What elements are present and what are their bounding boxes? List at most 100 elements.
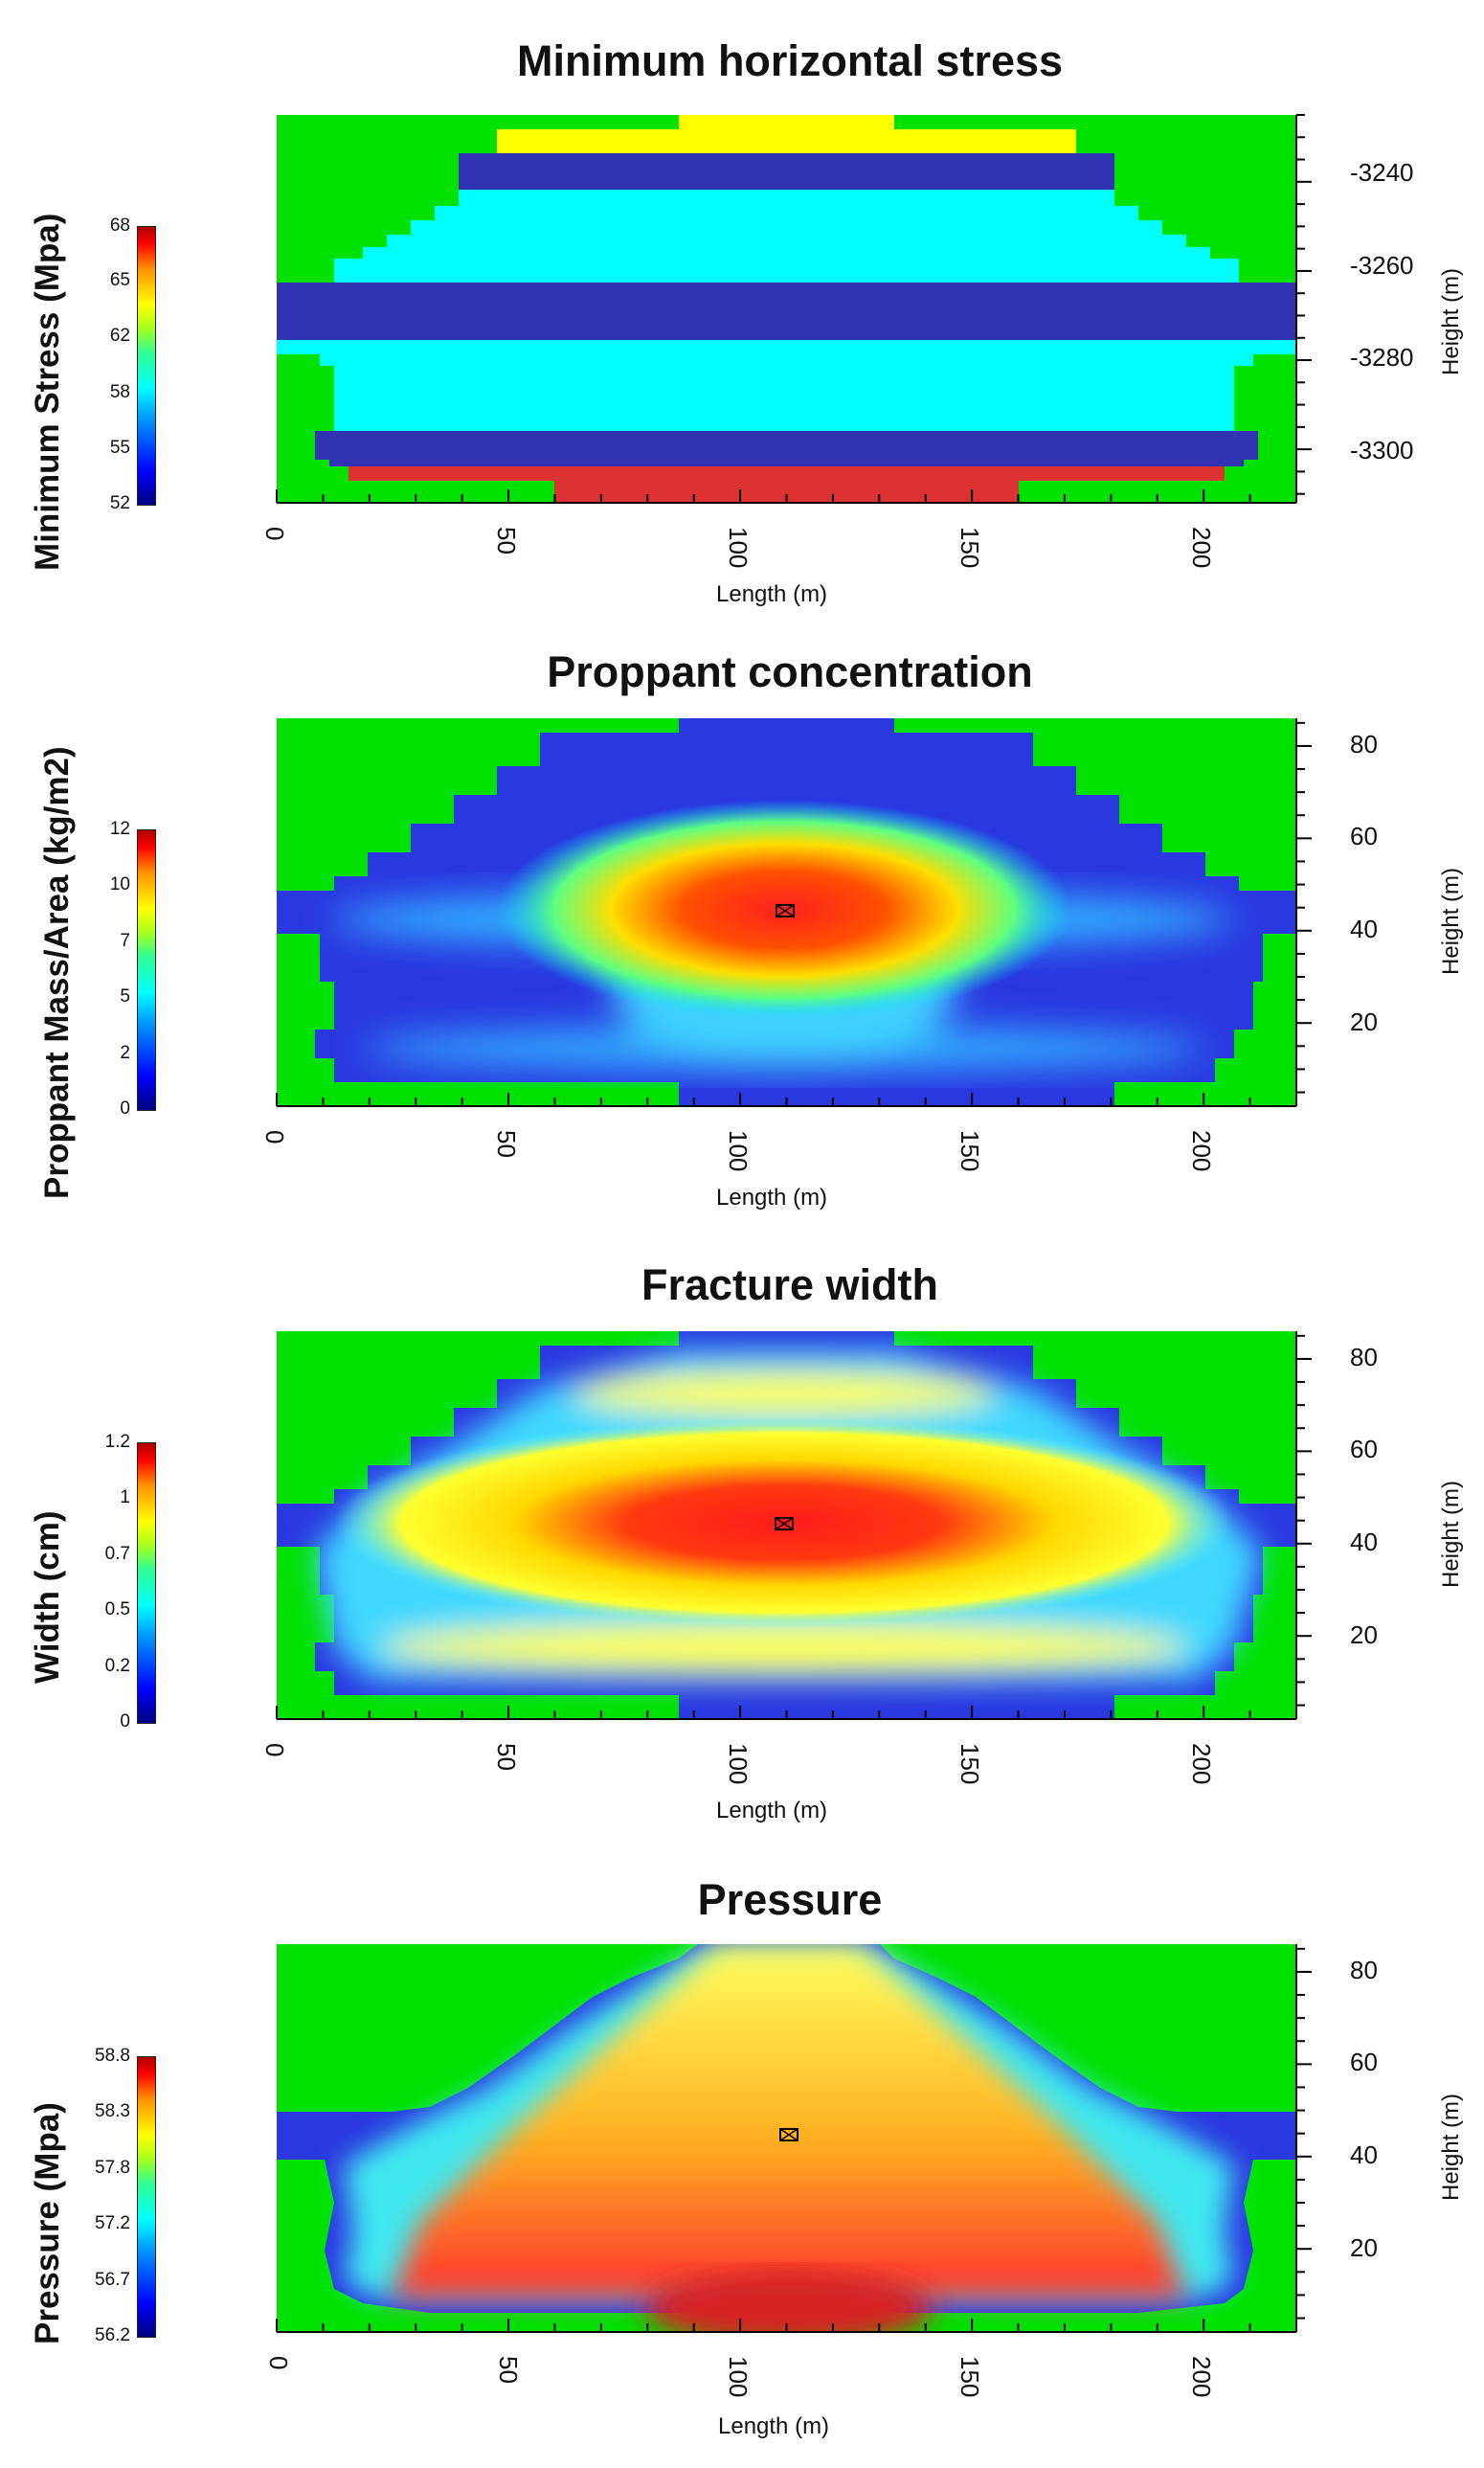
colorbar-tick-label: 62 bbox=[109, 326, 130, 346]
axes-pressure bbox=[276, 1944, 1312, 2333]
colorbar-tick-label: 0 bbox=[120, 1098, 130, 1119]
injection-marker bbox=[775, 1517, 794, 1530]
plot-min-stress bbox=[277, 115, 1296, 503]
x-tick-label: 100 bbox=[724, 2356, 753, 2398]
axes-proppant bbox=[276, 718, 1312, 1107]
colorbar-tick-label: 68 bbox=[109, 215, 130, 236]
plot-width bbox=[277, 1331, 1296, 1719]
plot-proppant bbox=[277, 718, 1296, 1106]
colorbar-tick-label: 58 bbox=[109, 382, 130, 402]
y-tick-label: 80 bbox=[1350, 730, 1378, 759]
cyan-layer bbox=[277, 340, 1296, 431]
colorbar-pressure: 58.8 58.3 57.8 57.2 56.7 56.2 bbox=[95, 2046, 156, 2345]
x-tick-label: 0 bbox=[264, 2356, 293, 2370]
y-tick-label: 40 bbox=[1350, 2140, 1378, 2169]
chart-title-min-stress: Minimum horizontal stress bbox=[516, 36, 1064, 85]
colorbar-tick-label: 0.7 bbox=[104, 1544, 130, 1564]
y-tick-label: 80 bbox=[1350, 1956, 1378, 1984]
x-tick-label: 100 bbox=[724, 1130, 753, 1172]
x-axis-label: Length (m) bbox=[718, 2413, 830, 2439]
blue-layer bbox=[277, 283, 1296, 340]
x-tick-label: 50 bbox=[492, 1743, 521, 1771]
axes-min-stress bbox=[276, 114, 1312, 504]
x-axis-label: Length (m) bbox=[716, 581, 828, 607]
colorbar-title-pressure: Pressure (Mpa) bbox=[29, 2102, 66, 2344]
colorbar-tick-label: 7 bbox=[120, 931, 130, 951]
colorbar-min-stress: 68 65 62 58 55 52 bbox=[110, 215, 156, 513]
x-tick-label: 50 bbox=[492, 527, 521, 555]
x-tick-label: 150 bbox=[956, 2356, 984, 2398]
y-axis-label: Height (m) bbox=[1438, 2093, 1464, 2201]
axes-width bbox=[276, 1331, 1312, 1720]
colorbar-tick-label: 5 bbox=[120, 986, 130, 1007]
plot-pressure bbox=[277, 1944, 1296, 2332]
panel-proppant: Proppant concentration Proppant Mass/Are… bbox=[0, 613, 1484, 1226]
colorbar-tick-label: 0.2 bbox=[104, 1656, 130, 1676]
x-tick-label: 200 bbox=[1187, 527, 1216, 569]
y-tick-label: 60 bbox=[1350, 2048, 1378, 2076]
injection-marker bbox=[776, 904, 795, 917]
x-tick-label: 50 bbox=[492, 1130, 521, 1158]
x-axis-label: Length (m) bbox=[716, 1185, 828, 1211]
colorbar-title-width: Width (cm) bbox=[29, 1510, 66, 1685]
colorbar-tick-label: 12 bbox=[109, 819, 130, 839]
panel-width: Fracture width Width (cm) 1.2 1 0.7 0.5 … bbox=[0, 1226, 1484, 1839]
width-peak bbox=[334, 1417, 1234, 1628]
x-tick-label: 100 bbox=[724, 1743, 753, 1785]
colorbar-tick-label: 58.8 bbox=[95, 2046, 130, 2066]
blue-layer bbox=[459, 153, 1114, 190]
x-tick-label: 0 bbox=[260, 1743, 289, 1757]
y-axis-label: Height (m) bbox=[1438, 867, 1464, 975]
y-tick-label: 60 bbox=[1350, 1435, 1378, 1463]
colorbar-tick-label: 57.8 bbox=[95, 2158, 130, 2178]
colorbar-tick-label: 56.2 bbox=[95, 2325, 130, 2345]
pressure-peak bbox=[645, 2270, 933, 2332]
chart-title-width: Fracture width bbox=[641, 1260, 939, 1309]
colorbar-tick-label: 1.2 bbox=[104, 1432, 130, 1452]
y-tick-label: 20 bbox=[1350, 1008, 1378, 1036]
x-tick-label: 200 bbox=[1187, 2356, 1216, 2398]
colorbar-tick-label: 57.2 bbox=[95, 2213, 130, 2233]
colorbar-tick-label: 52 bbox=[109, 493, 130, 513]
x-tick-label: 0 bbox=[260, 1130, 289, 1144]
y-tick-label: -3280 bbox=[1350, 343, 1414, 372]
x-tick-label: 200 bbox=[1187, 1743, 1216, 1785]
colorbar-tick-label: 1 bbox=[120, 1487, 130, 1507]
x-tick-label: 150 bbox=[956, 1130, 984, 1172]
x-tick-label: 100 bbox=[724, 527, 753, 569]
y-tick-label: 20 bbox=[1350, 2233, 1378, 2262]
x-tick-label: 50 bbox=[494, 2356, 523, 2384]
x-tick-label: 0 bbox=[260, 527, 289, 541]
colorbar-title-proppant: Proppant Mass/Area (kg/m2) bbox=[38, 746, 76, 1199]
y-axis-label: Height (m) bbox=[1438, 1480, 1464, 1588]
y-axis-label: Height (m) bbox=[1438, 267, 1464, 375]
injection-marker bbox=[779, 2128, 798, 2141]
chart-title-proppant: Proppant concentration bbox=[547, 647, 1033, 696]
colorbar-tick-label: 58.3 bbox=[95, 2101, 130, 2121]
width-band bbox=[573, 1372, 995, 1415]
panel-pressure: Pressure Pressure (Mpa) 58.8 58.3 57.8 5… bbox=[0, 1839, 1484, 2468]
colorbar-title-min-stress: Minimum Stress (Mpa) bbox=[29, 213, 66, 571]
colorbar-tick-label: 55 bbox=[109, 438, 130, 458]
colorbar-tick-label: 2 bbox=[120, 1043, 130, 1063]
yellow-layer bbox=[497, 129, 1076, 153]
y-tick-label: -3300 bbox=[1350, 436, 1414, 464]
colorbar-tick-label: 10 bbox=[109, 874, 130, 894]
x-axis-label: Length (m) bbox=[716, 1798, 828, 1823]
panel-min-stress: Minimum horizontal stress Minimum Stress… bbox=[0, 0, 1484, 613]
y-tick-label: 40 bbox=[1350, 915, 1378, 943]
colorbar-tick-label: 0 bbox=[120, 1711, 130, 1732]
y-tick-label: 80 bbox=[1350, 1343, 1378, 1371]
colorbar-proppant: 12 10 7 5 2 0 bbox=[110, 819, 156, 1119]
y-tick-label: 40 bbox=[1350, 1528, 1378, 1556]
x-tick-label: 150 bbox=[956, 1743, 984, 1785]
colorbar-tick-label: 0.5 bbox=[104, 1599, 130, 1619]
cyan-layer bbox=[334, 190, 1239, 283]
y-tick-label: 20 bbox=[1350, 1620, 1378, 1649]
pressure-core bbox=[392, 1944, 1186, 2298]
colorbar-width: 1.2 1 0.7 0.5 0.2 0 bbox=[105, 1432, 156, 1732]
red-layer bbox=[349, 466, 1225, 481]
chart-title-pressure: Pressure bbox=[697, 1875, 883, 1924]
colorbar-tick-label: 56.7 bbox=[95, 2270, 130, 2290]
y-tick-label: 60 bbox=[1350, 822, 1378, 850]
